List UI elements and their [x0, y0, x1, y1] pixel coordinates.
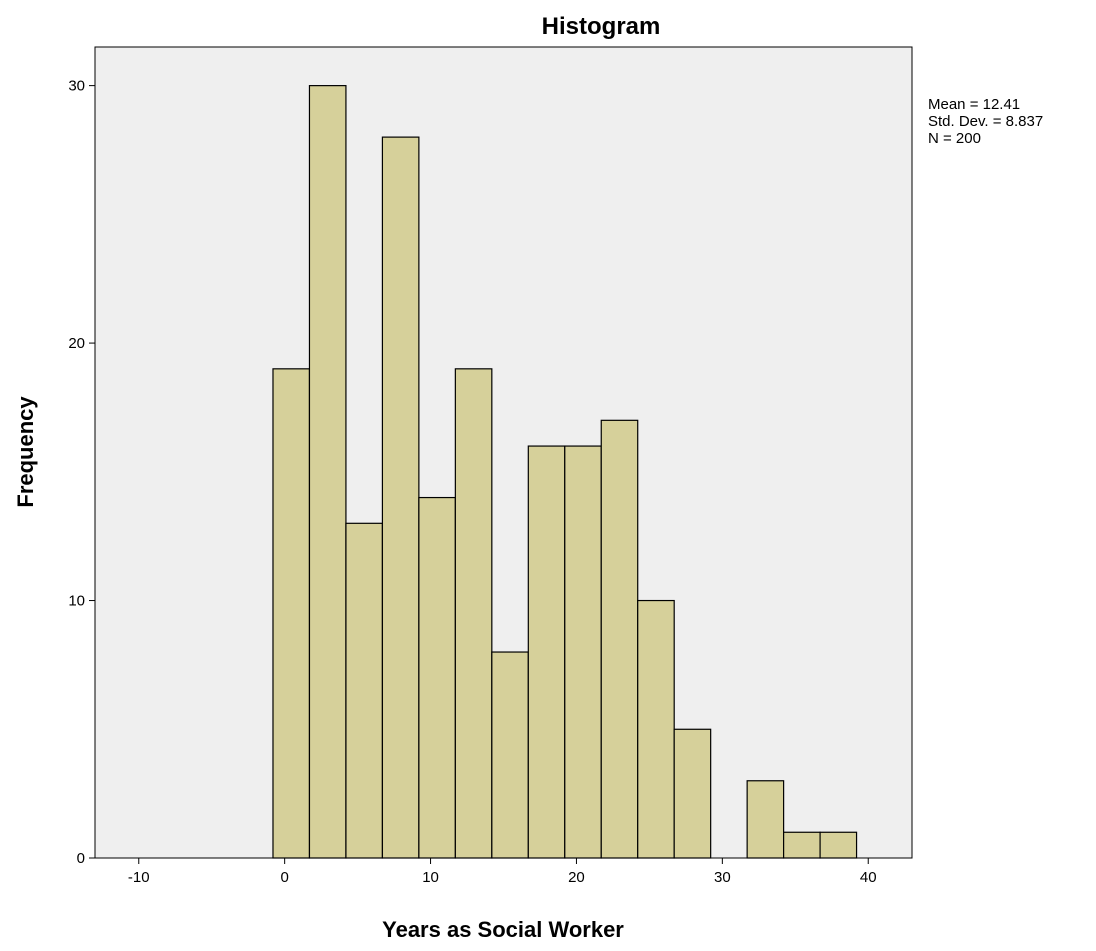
x-axis: -10 0 10 20 30 40 [128, 858, 877, 886]
y-tick-label: 30 [68, 78, 85, 95]
x-tick-label: 0 [280, 869, 288, 886]
histogram-bar [272, 368, 311, 859]
histogram-bar [308, 85, 347, 859]
histogram-bar [418, 496, 456, 859]
histogram-bar [454, 368, 493, 859]
y-tick-label: 10 [68, 593, 85, 610]
chart-title: Histogram [542, 13, 661, 40]
histogram-bar [491, 651, 529, 859]
x-tick-label: 30 [714, 869, 731, 886]
histogram-bar [637, 599, 675, 859]
x-tick-label: -10 [128, 869, 150, 886]
histogram-bar [746, 780, 785, 859]
stat-mean: Mean = 12.41 [928, 96, 1020, 113]
bars-group [272, 85, 858, 859]
histogram-bar [564, 445, 602, 859]
stat-n: N = 200 [928, 130, 981, 147]
histogram-bar [345, 522, 384, 859]
y-axis-title: Frequency [13, 396, 38, 508]
y-tick-label: 0 [77, 850, 85, 867]
stat-std-dev: Std. Dev. = 8.837 [928, 113, 1043, 130]
histogram-bar [819, 831, 858, 859]
histogram-bar [527, 445, 566, 859]
y-axis: 0 10 20 30 [68, 78, 95, 867]
x-tick-label: 10 [422, 869, 439, 886]
histogram-bar [381, 136, 420, 859]
stats-legend: Mean = 12.41 Std. Dev. = 8.837 N = 200 [928, 96, 1043, 147]
histogram-bar [600, 419, 639, 859]
histogram-bar [783, 831, 821, 859]
histogram-bar [673, 728, 712, 859]
x-tick-label: 20 [568, 869, 585, 886]
x-axis-title: Years as Social Worker [382, 917, 624, 942]
y-tick-label: 20 [68, 335, 85, 352]
x-tick-label: 40 [860, 869, 877, 886]
